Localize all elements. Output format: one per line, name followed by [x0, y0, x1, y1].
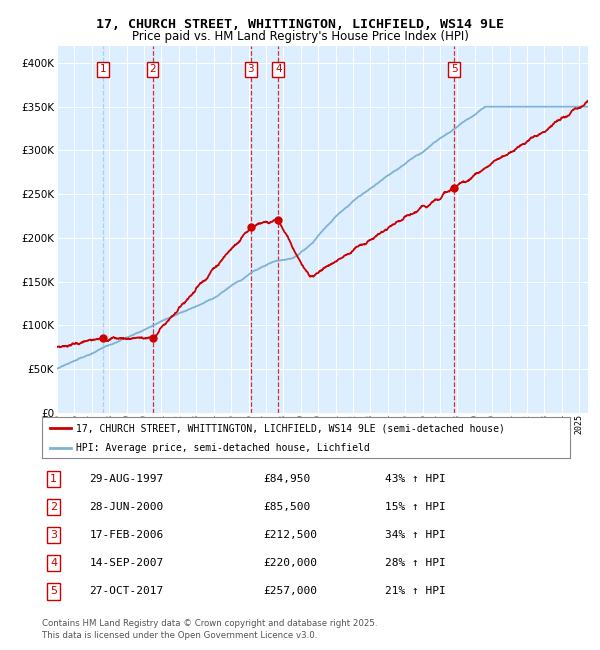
Text: 34% ↑ HPI: 34% ↑ HPI — [385, 530, 446, 540]
Text: Contains HM Land Registry data © Crown copyright and database right 2025.: Contains HM Land Registry data © Crown c… — [42, 619, 377, 629]
Text: 2: 2 — [50, 502, 57, 512]
Text: £220,000: £220,000 — [264, 558, 318, 568]
Text: 4: 4 — [50, 558, 57, 568]
Text: 5: 5 — [451, 64, 458, 74]
Text: 27-OCT-2017: 27-OCT-2017 — [89, 586, 164, 597]
Text: 1: 1 — [100, 64, 107, 74]
Text: 3: 3 — [247, 64, 254, 74]
Text: 3: 3 — [50, 530, 57, 540]
Text: 1: 1 — [50, 474, 57, 484]
Text: Price paid vs. HM Land Registry's House Price Index (HPI): Price paid vs. HM Land Registry's House … — [131, 30, 469, 43]
Text: 29-AUG-1997: 29-AUG-1997 — [89, 474, 164, 484]
Text: £257,000: £257,000 — [264, 586, 318, 597]
Text: 4: 4 — [275, 64, 281, 74]
Text: 28% ↑ HPI: 28% ↑ HPI — [385, 558, 446, 568]
Text: £85,500: £85,500 — [264, 502, 311, 512]
Text: 43% ↑ HPI: 43% ↑ HPI — [385, 474, 446, 484]
Text: 2: 2 — [149, 64, 156, 74]
Text: 17, CHURCH STREET, WHITTINGTON, LICHFIELD, WS14 9LE (semi-detached house): 17, CHURCH STREET, WHITTINGTON, LICHFIEL… — [76, 423, 505, 433]
Text: 17-FEB-2006: 17-FEB-2006 — [89, 530, 164, 540]
Text: 14-SEP-2007: 14-SEP-2007 — [89, 558, 164, 568]
Text: 15% ↑ HPI: 15% ↑ HPI — [385, 502, 446, 512]
Text: £212,500: £212,500 — [264, 530, 318, 540]
Text: 21% ↑ HPI: 21% ↑ HPI — [385, 586, 446, 597]
Text: This data is licensed under the Open Government Licence v3.0.: This data is licensed under the Open Gov… — [42, 631, 317, 640]
Text: 5: 5 — [50, 586, 57, 597]
Text: HPI: Average price, semi-detached house, Lichfield: HPI: Average price, semi-detached house,… — [76, 443, 370, 452]
Text: 28-JUN-2000: 28-JUN-2000 — [89, 502, 164, 512]
Text: £84,950: £84,950 — [264, 474, 311, 484]
Text: 17, CHURCH STREET, WHITTINGTON, LICHFIELD, WS14 9LE: 17, CHURCH STREET, WHITTINGTON, LICHFIEL… — [96, 18, 504, 31]
